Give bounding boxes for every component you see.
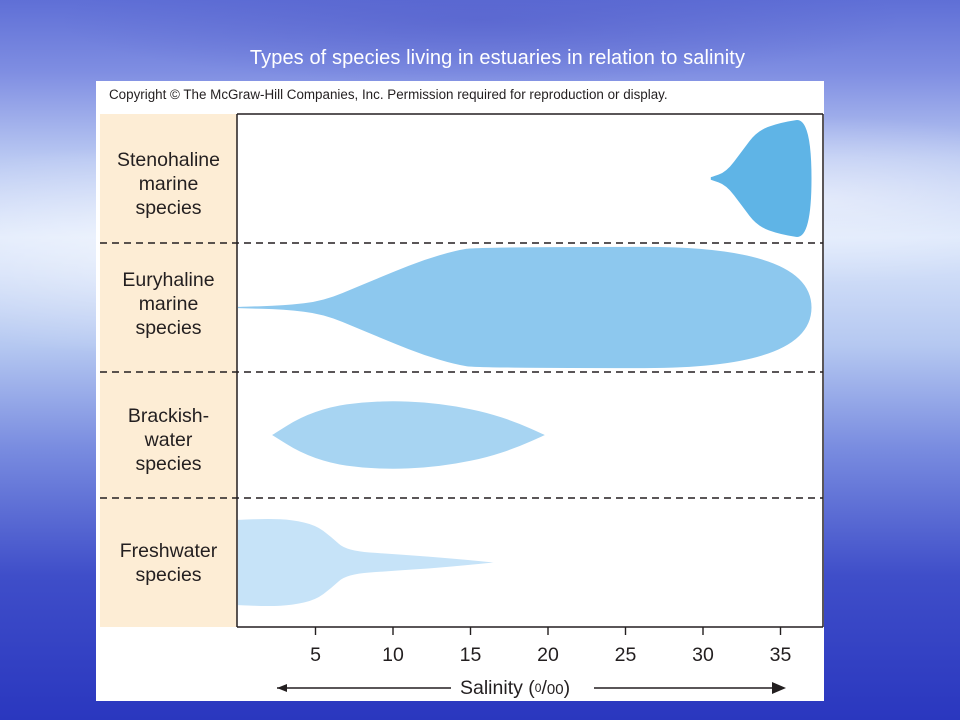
species-shape-3: [238, 518, 494, 607]
row-label-line: marine: [138, 293, 199, 315]
row-label-freshwater: Freshwater species: [100, 539, 237, 587]
row-label-stenohaline: Stenohaline marine species: [100, 148, 237, 220]
row-label-line: Freshwater: [119, 540, 218, 562]
x-axis-title: Salinity (0/00): [460, 677, 570, 700]
slide-title: Types of species living in estuaries in …: [249, 47, 746, 69]
x-axis-unit: (0/00): [528, 677, 571, 699]
species-shape-2: [272, 401, 545, 469]
species-shape-0: [710, 120, 812, 237]
x-tick-label-25: 25: [615, 644, 637, 666]
row-label-line: water: [144, 429, 193, 451]
x-tick-label-30: 30: [692, 644, 714, 666]
x-tick-label-20: 20: [537, 644, 559, 666]
row-label-euryhaline: Euryhaline marine species: [100, 268, 237, 340]
row-label-line: species: [135, 564, 202, 586]
row-label-line: species: [135, 453, 202, 475]
x-tick-label-10: 10: [382, 644, 404, 666]
copyright-notice: Copyright © The McGraw-Hill Companies, I…: [109, 87, 668, 102]
x-axis-label: Salinity: [460, 677, 523, 699]
row-label-line: Euryhaline: [122, 269, 215, 291]
axis-arrow-tail: [277, 684, 287, 692]
axis-arrow-head: [772, 682, 786, 694]
row-label-line: marine: [138, 173, 199, 195]
x-tick-label-35: 35: [770, 644, 792, 666]
row-label-line: species: [135, 197, 202, 219]
figure-panel: Copyright © The McGraw-Hill Companies, I…: [96, 81, 824, 701]
x-tick-label-5: 5: [310, 644, 321, 666]
species-shape-1: [238, 246, 812, 369]
x-tick-label-15: 15: [460, 644, 482, 666]
row-label-line: Brackish-: [127, 405, 210, 427]
row-label-line: Stenohaline: [116, 149, 220, 171]
salinity-chart: 5 10 15 20 25 30 35: [100, 113, 824, 694]
row-label-brackish: Brackish-water species: [100, 404, 237, 476]
row-label-line: species: [135, 317, 202, 339]
label-panel: [100, 114, 237, 627]
